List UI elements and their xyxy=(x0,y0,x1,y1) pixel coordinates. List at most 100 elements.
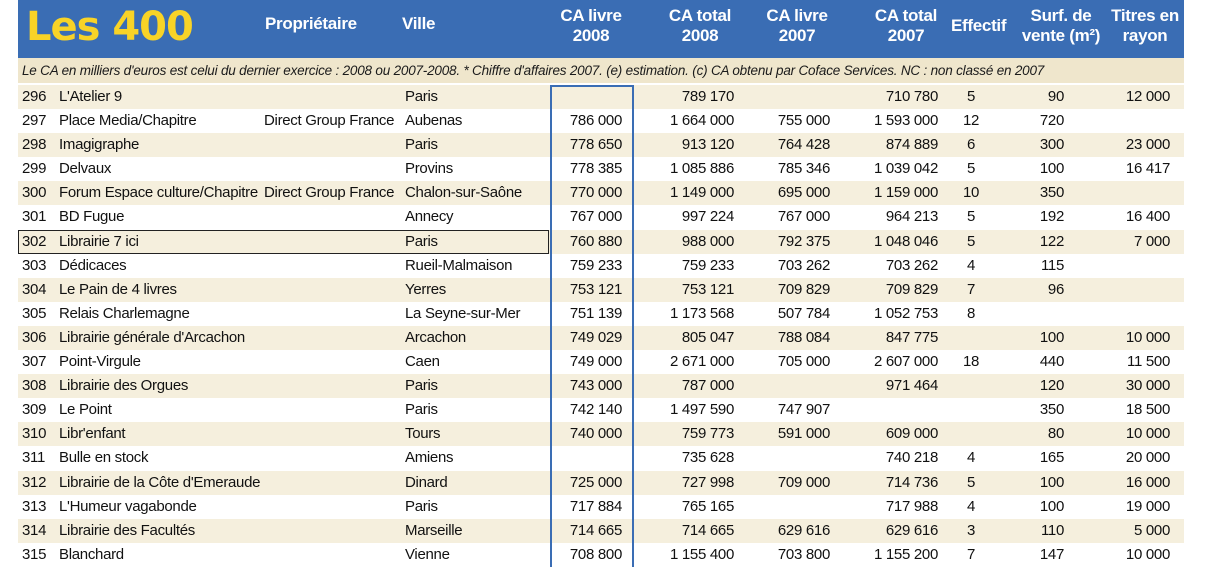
cell-ca-total-2007: 717 988 xyxy=(885,497,938,515)
cell-surface: 350 xyxy=(1039,401,1064,419)
cell-effectif: 4 xyxy=(966,497,976,515)
cell-city: La Seyne-sur-Mer xyxy=(405,304,521,322)
cell-effectif: 7 xyxy=(966,280,976,298)
cell-ca-livre-2008: 742 140 xyxy=(569,401,622,419)
cell-surface: 90 xyxy=(1047,88,1064,105)
header-ca-livre-2007-line2: 2007 xyxy=(778,26,816,45)
cell-ca-livre-2007: 764 428 xyxy=(777,136,830,154)
cell-rank: 305 xyxy=(22,304,47,322)
cell-effectif: 7 xyxy=(966,545,976,563)
cell-ca-total-2007: 740 218 xyxy=(885,449,938,467)
cell-ca-livre-2007: 703 262 xyxy=(777,256,830,274)
cell-city: Provins xyxy=(405,160,453,178)
cell-ca-livre-2008: 749 029 xyxy=(569,328,622,346)
cell-ca-total-2007: 1 039 042 xyxy=(873,160,938,178)
cell-ca-total-2007: 1 048 046 xyxy=(873,232,938,250)
cell-rank: 314 xyxy=(22,521,47,539)
table-row: 299 Delvaux Provins 778 385 1 085 886 785 346… xyxy=(18,157,1184,181)
cell-ca-livre-2008: 714 665 xyxy=(569,521,622,539)
cell-ca-total-2008: 1 085 886 xyxy=(669,160,734,178)
cell-ca-total-2008: 789 170 xyxy=(681,88,734,105)
cell-ca-total-2008: 787 000 xyxy=(681,377,734,395)
cell-ca-livre-2008: 759 233 xyxy=(569,256,622,274)
cell-ca-livre-2008: 725 000 xyxy=(569,473,622,491)
cell-ca-livre-2007: 629 616 xyxy=(777,521,830,539)
cell-titres: 23 000 xyxy=(1125,136,1170,154)
cell-ca-total-2008: 2 671 000 xyxy=(669,353,734,371)
cell-ca-livre-2008: 749 000 xyxy=(569,353,622,371)
ranking-table-page: Les 400 Propriétaire Ville CA livre 2008… xyxy=(18,0,1184,567)
cell-ca-livre-2007: 767 000 xyxy=(777,208,830,226)
cell-rank: 310 xyxy=(22,425,47,443)
table-row: 312 Librairie de la Côte d'Emeraude Dinard… xyxy=(18,470,1184,495)
cell-name: Blanchard xyxy=(59,545,124,563)
cell-ca-livre-2008: 740 000 xyxy=(569,425,622,443)
cell-city: Yerres xyxy=(405,280,447,298)
cell-effectif: 5 xyxy=(966,208,976,226)
table-row: 301 BD Fugue Annecy 767 000 997 224 767 000 96… xyxy=(18,205,1184,229)
header-surface-line2: vente (m²) xyxy=(1021,26,1101,45)
cell-surface: 300 xyxy=(1039,136,1064,154)
cell-ca-total-2007: 2 607 000 xyxy=(873,353,938,371)
cell-effectif: 6 xyxy=(966,136,976,154)
cell-ca-livre-2007: 785 346 xyxy=(777,160,830,178)
cell-surface: 120 xyxy=(1039,377,1064,395)
cell-rank: 297 xyxy=(22,112,47,130)
cell-city: Caen xyxy=(405,353,440,371)
cell-ca-livre-2008: 770 000 xyxy=(569,184,622,202)
cell-effectif: 10 xyxy=(962,184,980,202)
cell-rank: 307 xyxy=(22,353,47,371)
cell-ca-total-2007: 709 829 xyxy=(885,280,938,298)
header-ca-livre-2007-line1: CA livre xyxy=(766,6,828,25)
cell-ca-livre-2007: 709 000 xyxy=(777,473,830,491)
cell-titres: 7 000 xyxy=(1133,232,1170,250)
header-ca-total-2007-line2: 2007 xyxy=(887,26,925,45)
cell-titres: 16 417 xyxy=(1125,160,1170,178)
cell-ca-livre-2008: 751 139 xyxy=(569,304,622,322)
cell-ca-livre-2007: 507 784 xyxy=(777,304,830,322)
cell-titres: 10 000 xyxy=(1125,328,1170,346)
cell-name: Librairie 7 ici xyxy=(59,232,139,250)
cell-city: Aubenas xyxy=(405,112,463,130)
header-city: Ville xyxy=(402,14,436,33)
table-row: 315 Blanchard Vienne 708 800 1 155 400 703 80… xyxy=(18,543,1184,567)
table-row: 296 L'Atelier 9 Paris 789 170 710 780 5 90 12 0… xyxy=(18,85,1184,110)
cell-ca-livre-2007: 705 000 xyxy=(777,353,830,371)
cell-ca-total-2008: 1 497 590 xyxy=(669,401,734,419)
cell-ca-livre-2007: 755 000 xyxy=(777,112,830,130)
cell-ca-total-2008: 765 165 xyxy=(681,497,734,515)
cell-city: Paris xyxy=(405,401,438,419)
cell-rank: 312 xyxy=(22,473,47,491)
cell-effectif: 5 xyxy=(966,473,976,491)
cell-ca-total-2008: 1 173 568 xyxy=(669,304,734,322)
cell-surface: 165 xyxy=(1039,449,1064,467)
header-ca-total-2008: CA total 2008 xyxy=(655,6,745,46)
cell-titres: 12 000 xyxy=(1125,88,1170,105)
cell-effectif: 12 xyxy=(962,112,980,130)
cell-ca-livre-2008: 743 000 xyxy=(569,377,622,395)
cell-rank: 301 xyxy=(22,208,47,226)
cell-ca-total-2007: 1 159 000 xyxy=(873,184,938,202)
table-row: 308 Librairie des Orgues Paris 743 000 787 0… xyxy=(18,374,1184,399)
cell-ca-total-2007: 1 593 000 xyxy=(873,112,938,130)
cell-surface: 147 xyxy=(1039,545,1064,563)
cell-city: Dinard xyxy=(405,473,448,491)
cell-owner: Direct Group France xyxy=(264,112,395,130)
header-titres-line1: Titres en xyxy=(1111,6,1179,25)
cell-city: Tours xyxy=(405,425,441,443)
cell-name: L'Atelier 9 xyxy=(59,88,122,105)
cell-titres: 16 400 xyxy=(1125,208,1170,226)
header-ca-livre-2007: CA livre 2007 xyxy=(756,6,838,46)
cell-titres: 18 500 xyxy=(1125,401,1170,419)
header-ca-total-2008-line1: CA total xyxy=(668,6,732,25)
cell-ca-total-2008: 1 664 000 xyxy=(669,112,734,130)
cell-name: L'Humeur vagabonde xyxy=(59,497,197,515)
cell-ca-total-2007: 629 616 xyxy=(885,521,938,539)
cell-effectif: 4 xyxy=(966,449,976,467)
header-ca-livre-2008: CA livre 2008 xyxy=(551,6,631,46)
cell-titres: 10 000 xyxy=(1125,545,1170,563)
cell-rank: 298 xyxy=(22,136,47,154)
table-row: 302 Librairie 7 ici Paris 760 880 988 000 792… xyxy=(18,229,1184,254)
table-row: 314 Librairie des Facultés Marseille 714 66… xyxy=(18,518,1184,543)
cell-ca-livre-2008: 760 880 xyxy=(569,232,622,250)
